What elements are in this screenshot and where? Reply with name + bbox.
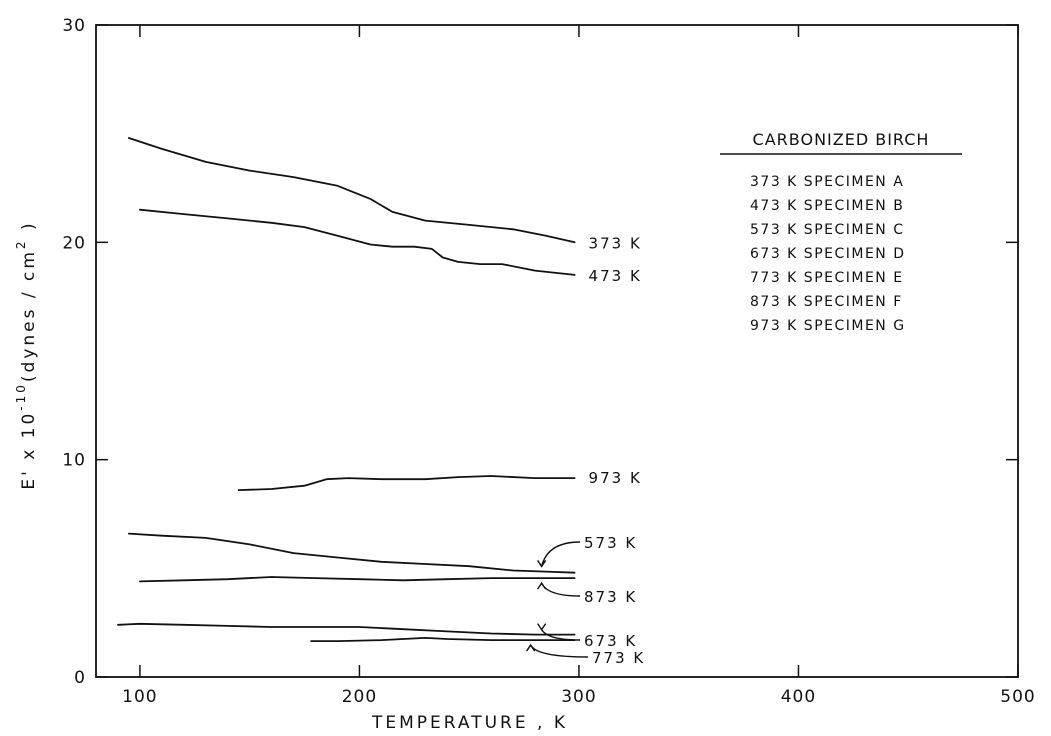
y-tick-label: 30 xyxy=(62,16,86,36)
label-leader-arrowhead xyxy=(537,560,547,568)
series-lines xyxy=(117,137,576,642)
y-axis-title: E' x 10-10(dynes / cm2 ) xyxy=(14,220,39,489)
curve-label: 973 K xyxy=(589,469,642,487)
series-line xyxy=(310,637,576,642)
legend-entry: 973 K SPECIMEN G xyxy=(750,318,906,334)
series-line xyxy=(237,475,576,492)
y-tick-label: 10 xyxy=(62,451,86,471)
label-leader xyxy=(530,644,589,658)
x-axis-title: TEMPERATURE , K xyxy=(371,713,568,733)
y-axis-title-exponent: -10 xyxy=(14,382,28,411)
legend-entry: 473 K SPECIMEN B xyxy=(750,198,904,214)
series-line xyxy=(127,137,576,244)
y-axis-title-units-close: ) xyxy=(19,220,39,238)
y-axis-title-units: (dynes / cm xyxy=(19,249,39,382)
y-tick-label: 0 xyxy=(74,668,86,688)
series-line xyxy=(138,208,576,276)
tick-labels: 100 200 300 400 500 0 10 20 30 xyxy=(62,16,1035,707)
legend-entry: 773 K SPECIMEN E xyxy=(750,270,904,286)
y-axis-title-units-exponent: 2 xyxy=(14,238,28,249)
label-leader xyxy=(540,582,581,597)
plot-frame xyxy=(95,24,1019,678)
x-tick-label: 200 xyxy=(342,687,377,707)
curve-label: 673 K xyxy=(584,632,637,650)
x-tick-label: 500 xyxy=(1000,687,1035,707)
x-tick-label: 400 xyxy=(781,687,816,707)
plot-border xyxy=(95,24,1019,678)
x-tick-label: 300 xyxy=(561,687,596,707)
curve-label: 873 K xyxy=(584,588,637,606)
curve-label: 473 K xyxy=(589,267,642,285)
series-line xyxy=(127,532,576,574)
series-line xyxy=(117,622,576,636)
label-leader-arrowhead xyxy=(537,623,547,631)
axis-ticks xyxy=(96,24,1019,678)
series-line xyxy=(138,576,576,583)
legend: CARBONIZED BIRCH 373 K SPECIMEN A 473 K … xyxy=(720,130,962,334)
legend-entry: 373 K SPECIMEN A xyxy=(750,174,904,190)
legend-entry: 573 K SPECIMEN C xyxy=(750,222,905,238)
x-tick-label: 100 xyxy=(122,687,157,707)
y-axis-title-prefix: E' x 10 xyxy=(19,411,39,490)
label-leader-arrowhead xyxy=(537,581,547,590)
curve-label: 573 K xyxy=(584,534,637,552)
legend-entry: 673 K SPECIMEN D xyxy=(750,246,906,262)
curve-label: 773 K xyxy=(592,649,645,667)
curve-label: 373 K xyxy=(589,234,642,252)
label-leader xyxy=(541,629,581,641)
legend-title: CARBONIZED BIRCH xyxy=(753,130,930,149)
label-leader-arrowhead xyxy=(526,643,536,652)
y-tick-label: 20 xyxy=(62,233,86,253)
label-leader xyxy=(540,541,581,567)
legend-entry: 873 K SPECIMEN F xyxy=(750,294,903,310)
